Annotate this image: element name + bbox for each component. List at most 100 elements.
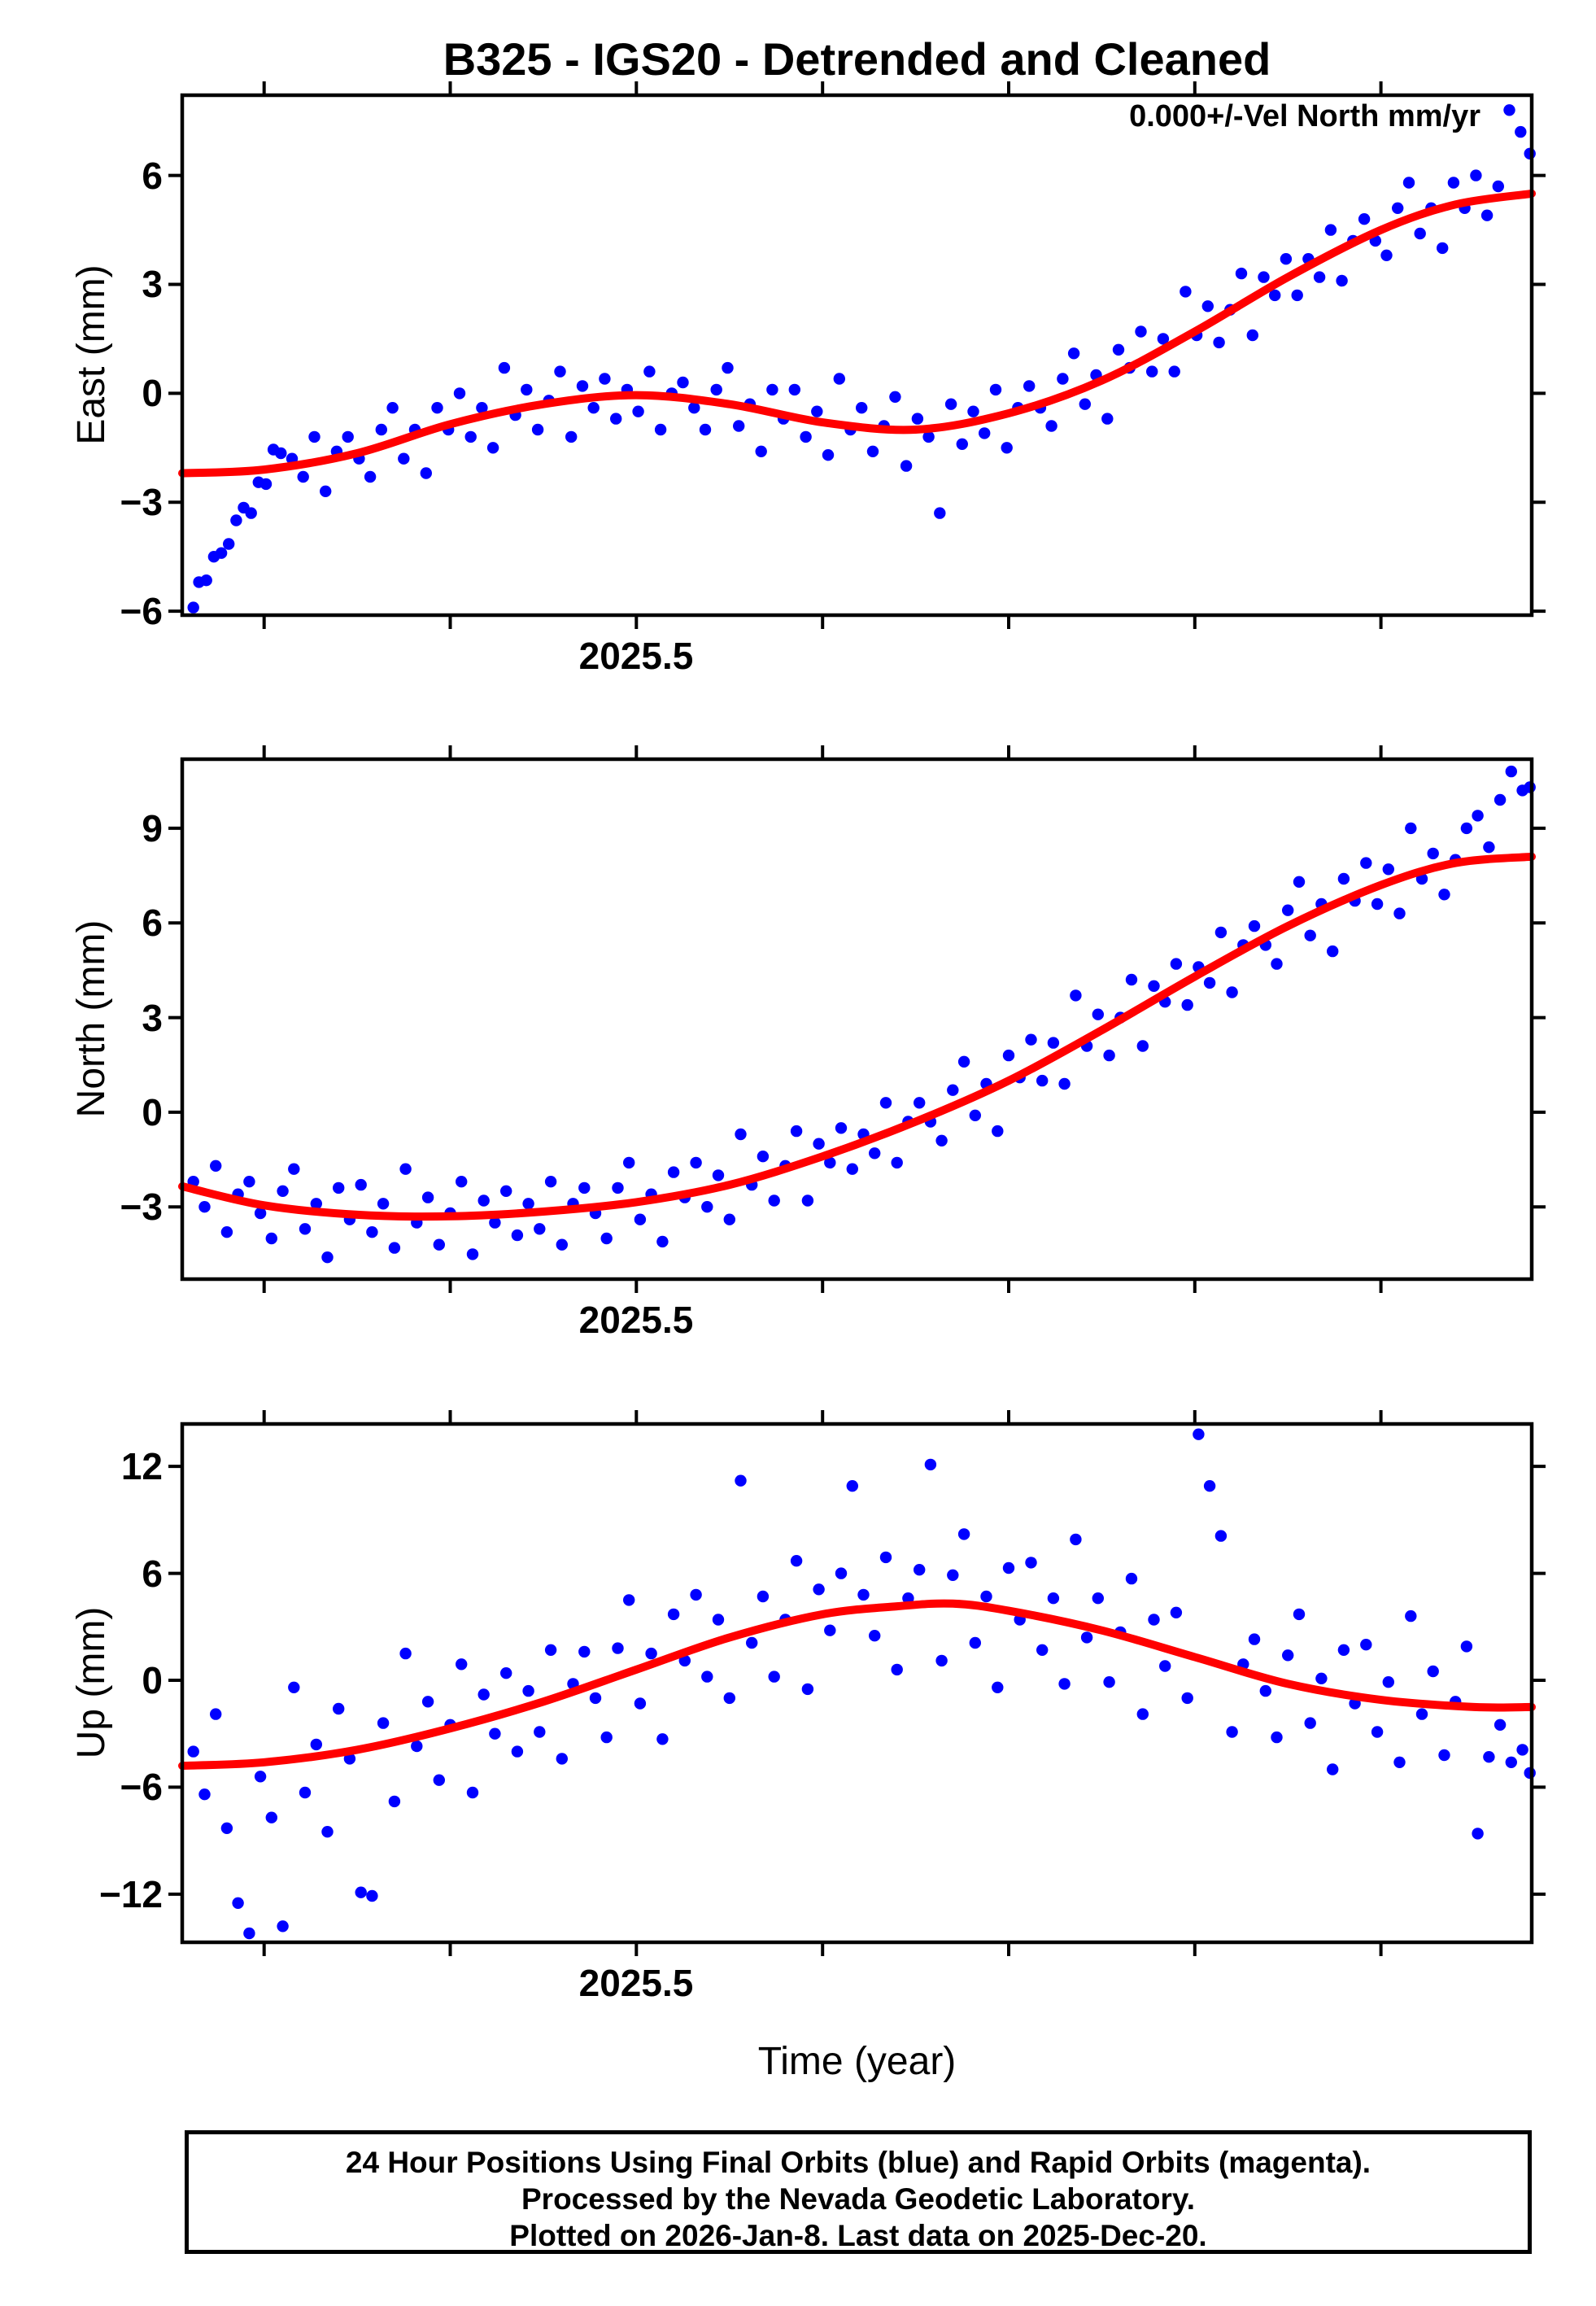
data-point xyxy=(187,601,199,614)
data-point xyxy=(1135,325,1147,338)
velocity-annotation: 0.000+/-Vel North mm/yr xyxy=(1129,99,1480,133)
data-point xyxy=(1494,793,1507,806)
data-point xyxy=(1327,945,1339,958)
data-point xyxy=(1101,413,1114,425)
north-plot-area xyxy=(168,745,1546,1293)
data-point xyxy=(232,1897,244,1909)
footer-line-1: 24 Hour Positions Using Final Orbits (bl… xyxy=(345,2146,1371,2179)
data-point xyxy=(678,1654,691,1667)
data-point xyxy=(534,1726,546,1738)
data-point xyxy=(757,1590,770,1603)
data-point xyxy=(556,1753,568,1765)
data-point xyxy=(935,1134,948,1146)
data-point xyxy=(1025,1557,1037,1569)
data-point xyxy=(1180,286,1192,298)
data-point xyxy=(254,1771,267,1783)
data-point xyxy=(634,1213,647,1225)
data-point xyxy=(433,1238,445,1251)
data-point xyxy=(277,1185,289,1197)
data-point xyxy=(1258,271,1270,283)
data-point xyxy=(1036,1074,1049,1087)
data-point xyxy=(500,1185,512,1197)
data-point xyxy=(576,380,589,392)
data-point xyxy=(1358,213,1371,225)
data-point xyxy=(857,1588,870,1601)
data-point xyxy=(811,405,823,417)
data-point xyxy=(667,1608,680,1621)
data-point xyxy=(544,1176,557,1188)
up-plot-frame xyxy=(180,1422,1534,1945)
x-axis-title: Time (year) xyxy=(757,2040,957,2083)
data-point xyxy=(699,423,712,436)
data-point xyxy=(1483,841,1495,854)
data-point xyxy=(914,1564,926,1576)
data-point xyxy=(1148,980,1160,992)
east-y-tick-label: −6 xyxy=(120,590,163,633)
footer-text: 24 Hour Positions Using Final Orbits (bl… xyxy=(189,2134,1528,2254)
page-title: B325 - IGS20 - Detrended and Cleaned xyxy=(443,33,1271,85)
data-point xyxy=(1103,1676,1115,1688)
north-y-tick-label: −3 xyxy=(120,1186,163,1229)
data-point xyxy=(891,1663,903,1676)
east-fit-curve xyxy=(178,189,1536,478)
east-scatter-points xyxy=(187,104,1536,614)
data-point xyxy=(1045,420,1057,432)
data-point xyxy=(321,1826,334,1838)
data-point xyxy=(957,1055,970,1068)
footer-box: 24 Hour Positions Using Final Orbits (bl… xyxy=(185,2130,1532,2254)
east-y-tick-label: 6 xyxy=(142,154,163,197)
data-point xyxy=(824,1624,836,1636)
data-point xyxy=(377,1717,390,1729)
data-point xyxy=(947,1569,959,1581)
data-point xyxy=(969,1636,981,1649)
data-point xyxy=(297,470,309,483)
data-point xyxy=(1125,1572,1138,1585)
data-point xyxy=(522,1684,534,1697)
data-point xyxy=(364,470,377,483)
data-point xyxy=(1327,1763,1339,1775)
data-point xyxy=(1472,1828,1484,1840)
data-point xyxy=(701,1201,713,1213)
data-point xyxy=(299,1223,312,1235)
data-point xyxy=(813,1138,825,1150)
data-point xyxy=(1337,1644,1350,1656)
up-ticks xyxy=(168,1410,1546,1956)
data-point xyxy=(1047,1592,1060,1605)
data-point xyxy=(1460,1640,1473,1653)
data-point xyxy=(612,1181,624,1194)
up-y-tick-label: −12 xyxy=(98,1872,163,1915)
data-point xyxy=(587,402,600,414)
data-point xyxy=(1170,1606,1183,1618)
data-point xyxy=(265,1811,277,1823)
north-x-tick-label: 2025.5 xyxy=(578,1299,694,1341)
data-point xyxy=(1304,929,1316,941)
data-point xyxy=(245,507,257,519)
data-point xyxy=(187,1745,199,1758)
data-point xyxy=(1025,1033,1037,1046)
data-point xyxy=(1157,333,1170,345)
data-point xyxy=(230,514,242,526)
north-y-tick-label: 6 xyxy=(142,902,163,945)
data-point xyxy=(846,1163,858,1175)
data-point xyxy=(388,1242,401,1254)
data-point xyxy=(1201,300,1214,312)
data-point xyxy=(1023,380,1036,392)
data-point xyxy=(1291,289,1303,302)
data-point xyxy=(656,1235,669,1248)
data-point xyxy=(690,1588,702,1601)
data-point xyxy=(969,1109,981,1121)
data-point xyxy=(1193,1428,1205,1440)
footer-line-3: Plotted on 2026-Jan-8. Last data on 2025… xyxy=(509,2219,1207,2252)
data-point xyxy=(1112,343,1125,356)
data-point xyxy=(1058,1077,1071,1090)
data-point xyxy=(265,1232,277,1245)
east-axis-title: East (mm) xyxy=(69,264,113,445)
data-point xyxy=(746,1636,758,1649)
data-point xyxy=(421,1696,434,1708)
data-point xyxy=(288,1163,300,1175)
data-point xyxy=(1148,1614,1160,1626)
data-point xyxy=(1414,227,1426,240)
data-point xyxy=(466,1786,479,1799)
data-point xyxy=(578,1645,591,1658)
